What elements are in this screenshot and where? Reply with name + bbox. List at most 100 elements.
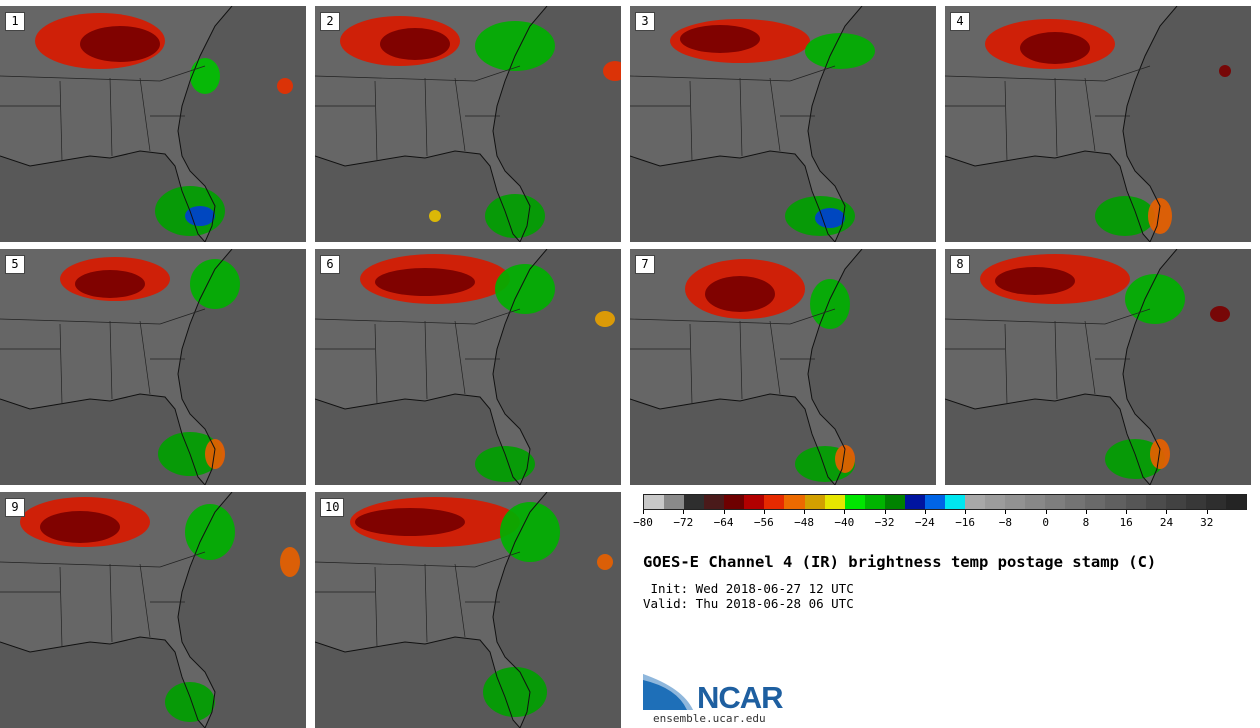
colorbar-tick <box>1085 510 1087 514</box>
colorbar-swatch-16 <box>965 495 986 509</box>
colorbar-tick-label: −16 <box>955 516 976 529</box>
colorbar-swatch-10 <box>844 495 865 509</box>
panel-number-label: 3 <box>635 12 655 31</box>
colorbar-tick-label: −56 <box>753 516 774 529</box>
cloud-region-1 <box>1020 32 1090 64</box>
forecast-panel-1: 1 <box>0 6 306 242</box>
cloud-region-2 <box>500 502 560 562</box>
colorbar-swatch-19 <box>1025 495 1046 509</box>
colorbar-swatch-22 <box>1085 495 1106 509</box>
colorbar-swatch-24 <box>1125 495 1146 509</box>
colorbar-swatch-25 <box>1145 495 1166 509</box>
colorbar-swatch-9 <box>824 495 845 509</box>
colorbar-swatch-28 <box>1205 495 1226 509</box>
forecast-panel-8: 8 <box>945 249 1251 485</box>
colorbar-tick-label: −8 <box>998 516 1013 529</box>
colorbar-swatch-4 <box>724 495 745 509</box>
cloud-region-5 <box>1150 439 1170 469</box>
panel-number-label: 1 <box>5 12 25 31</box>
colorbar-swatch-6 <box>764 495 785 509</box>
colorbar-swatch-12 <box>884 495 905 509</box>
satellite-image <box>0 249 306 485</box>
cloud-region-1 <box>680 25 760 53</box>
figure-title: GOES-E Channel 4 (IR) brightness temp po… <box>643 553 1157 571</box>
panel-number-label: 9 <box>5 498 25 517</box>
cloud-region-4 <box>815 208 845 228</box>
colorbar-tick-label: −72 <box>673 516 694 529</box>
colorbar-tick <box>924 510 926 514</box>
colorbar-swatch-0 <box>644 495 665 509</box>
colorbar-swatch-27 <box>1185 495 1206 509</box>
cloud-region-1 <box>40 511 120 543</box>
colorbar-swatch-8 <box>804 495 825 509</box>
colorbar-swatch-1 <box>664 495 685 509</box>
cloud-region-1 <box>75 270 145 298</box>
colorbar-swatch-13 <box>904 495 925 509</box>
cloud-region-2 <box>805 33 875 69</box>
cloud-region-5 <box>185 206 215 226</box>
cloud-region-3 <box>603 61 621 81</box>
colorbar-tick-label: −40 <box>834 516 855 529</box>
colorbar-tick-label: −80 <box>633 516 653 529</box>
forecast-panel-5: 5 <box>0 249 306 485</box>
satellite-image <box>630 6 936 242</box>
satellite-image <box>0 492 306 728</box>
satellite-image <box>315 492 621 728</box>
cloud-region-3 <box>280 547 300 577</box>
panel-number-label: 6 <box>320 255 340 274</box>
colorbar-tick <box>723 510 725 514</box>
cloud-region-4 <box>485 194 545 238</box>
cloud-region-4 <box>597 554 613 570</box>
colorbar-tick <box>1126 510 1128 514</box>
satellite-image <box>945 6 1251 242</box>
colorbar-tick-label: −24 <box>914 516 935 529</box>
cloud-region-3 <box>1210 306 1230 322</box>
forecast-panel-2: 2 <box>315 6 621 242</box>
colorbar-swatch-15 <box>944 495 965 509</box>
colorbar-tick-label: 8 <box>1082 516 1090 529</box>
cloud-region-4 <box>205 439 225 469</box>
colorbar-tick-label: 0 <box>1042 516 1049 529</box>
cloud-region-4 <box>1148 198 1172 234</box>
cloud-region-3 <box>483 667 547 717</box>
panel-number-label: 7 <box>635 255 655 274</box>
colorbar-tick-label: 16 <box>1119 516 1133 529</box>
colorbar-swatch-2 <box>684 495 705 509</box>
cloud-region-1 <box>995 267 1075 295</box>
satellite-image <box>0 6 306 242</box>
cloud-region-2 <box>190 58 220 94</box>
panel-number-label: 5 <box>5 255 25 274</box>
cloud-region-1 <box>380 28 450 60</box>
colorbar-swatch-17 <box>985 495 1006 509</box>
colorbar-swatch-14 <box>924 495 945 509</box>
colorbar-tick-label: −64 <box>713 516 734 529</box>
cloud-region-2 <box>475 21 555 71</box>
cloud-region-4 <box>165 682 215 722</box>
cloud-region-1 <box>375 268 475 296</box>
cloud-region-1 <box>80 26 160 62</box>
colorbar-swatch-29 <box>1225 495 1246 509</box>
cloud-region-4 <box>1105 439 1165 479</box>
satellite-image <box>315 249 621 485</box>
cloud-region-2 <box>810 279 850 329</box>
panel-number-label: 8 <box>950 255 970 274</box>
panel-number-label: 2 <box>320 12 340 31</box>
colorbar-swatch-21 <box>1065 495 1086 509</box>
colorbar-tick-label: −48 <box>794 516 814 529</box>
cloud-region-4 <box>595 311 615 327</box>
forecast-panel-10: 10 <box>315 492 621 728</box>
colorbar-swatch-18 <box>1005 495 1026 509</box>
colorbar-tick <box>1005 510 1007 514</box>
colorbar-tick <box>763 510 765 514</box>
forecast-panel-3: 3 <box>630 6 936 242</box>
colorbar-tick <box>1045 510 1047 514</box>
colorbar-tick <box>804 510 806 514</box>
colorbar-swatch-11 <box>864 495 885 509</box>
site-url: ensemble.ucar.edu <box>653 712 766 725</box>
cloud-region-2 <box>1219 65 1231 77</box>
panel-number-label: 4 <box>950 12 970 31</box>
cloud-region-1 <box>705 276 775 312</box>
satellite-image <box>945 249 1251 485</box>
panel-number-label: 10 <box>320 498 345 517</box>
ncar-logo-icon <box>643 674 693 710</box>
